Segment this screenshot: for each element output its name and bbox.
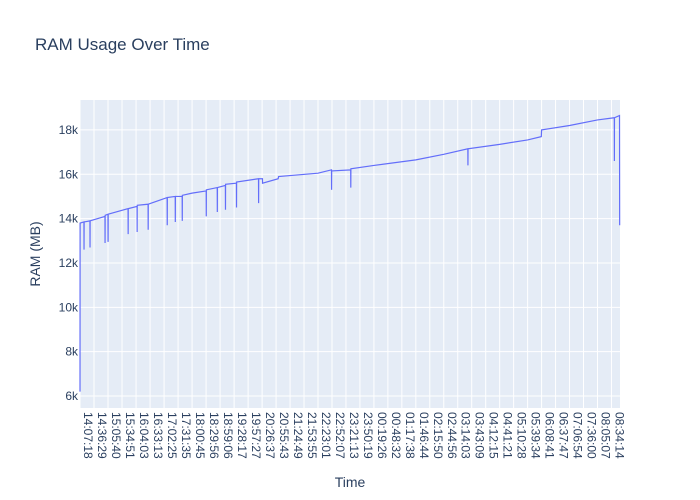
x-tick-label: 22:23:01 (319, 412, 333, 459)
x-tick-label: 19:57:27 (249, 412, 263, 459)
x-tick-label: 20:55:43 (277, 412, 291, 459)
x-tick-label: 23:21:13 (347, 412, 361, 459)
grid (79, 100, 620, 408)
x-tick-label: 18:29:56 (207, 412, 221, 459)
x-tick-label: 00:48:32 (389, 412, 403, 459)
y-tick-label: 10k (59, 300, 79, 314)
x-tick-label: 17:31:35 (179, 412, 193, 459)
y-tick-label: 12k (59, 256, 79, 270)
x-tick-label: 04:12:15 (487, 412, 501, 459)
x-tick-label: 14:07:18 (81, 412, 95, 459)
x-tick-label: 17:02:25 (165, 412, 179, 459)
y-tick-label: 14k (59, 212, 79, 226)
x-tick-label: 20:26:37 (263, 412, 277, 459)
x-tick-label: 00:19:26 (375, 412, 389, 459)
y-tick-label: 6k (65, 389, 79, 403)
x-tick-label: 07:36:00 (585, 412, 599, 459)
x-axis-title: Time (335, 474, 366, 490)
plot-area (80, 100, 620, 408)
x-tick-label: 06:08:41 (543, 412, 557, 459)
x-tick-label: 02:15:50 (431, 412, 445, 459)
x-tick-label: 15:34:51 (123, 412, 137, 459)
x-tick-label: 07:06:54 (571, 412, 585, 459)
x-tick-label: 16:33:13 (151, 412, 165, 459)
x-tick-label: 21:24:49 (291, 412, 305, 459)
x-tick-label: 03:14:03 (459, 412, 473, 459)
x-tick-label: 18:59:06 (221, 412, 235, 459)
x-tick-label: 06:37:47 (557, 412, 571, 459)
x-tick-label: 05:39:34 (529, 412, 543, 459)
x-tick-label: 18:00:45 (193, 412, 207, 459)
x-tick-label: 05:10:28 (515, 412, 529, 459)
x-tick-label: 08:34:14 (612, 412, 626, 459)
x-tick-label: 19:28:17 (235, 412, 249, 459)
x-tick-label: 15:05:40 (109, 412, 123, 459)
chart-title: RAM Usage Over Time (35, 35, 210, 54)
x-tick-label: 03:43:09 (473, 412, 487, 459)
x-tick-label: 23:50:19 (361, 412, 375, 459)
x-tick-label: 01:46:44 (417, 412, 431, 459)
x-tick-label: 08:05:07 (598, 412, 612, 459)
x-tick-label: 01:17:38 (403, 412, 417, 459)
y-tick-label: 16k (59, 167, 79, 181)
x-tick-label: 22:52:07 (333, 412, 347, 459)
x-tick-label: 21:53:55 (305, 412, 319, 459)
line (79, 114, 621, 392)
y-tick-label: 8k (65, 345, 79, 359)
y-tick-label: 18k (59, 123, 79, 137)
y-axis-title: RAM (MB) (27, 221, 43, 286)
x-tick-label: 16:04:03 (137, 412, 151, 459)
x-tick-label: 14:36:29 (95, 412, 109, 459)
x-tick-label: 04:41:21 (501, 412, 515, 459)
x-tick-label: 02:44:56 (445, 412, 459, 459)
